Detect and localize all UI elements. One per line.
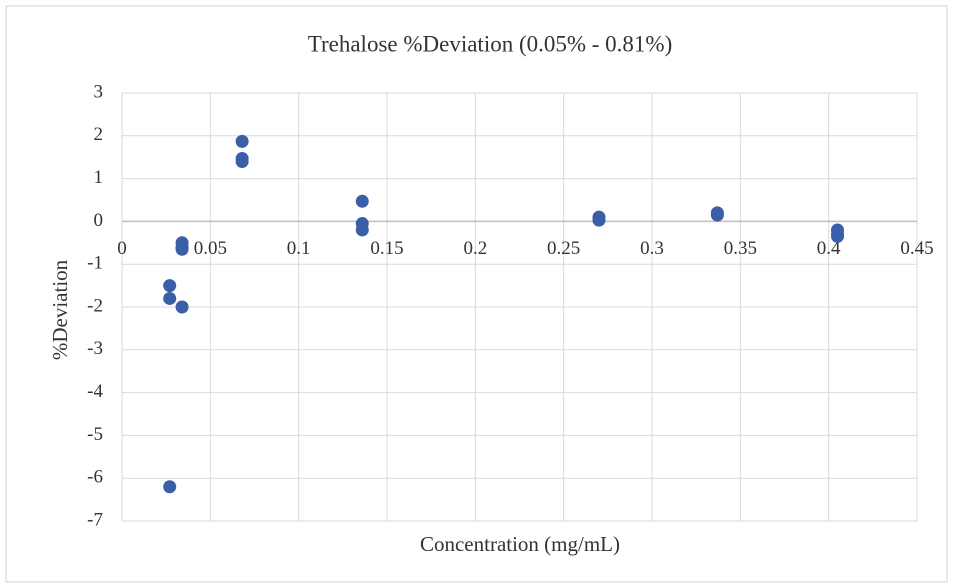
- point: [592, 213, 606, 227]
- point: [355, 194, 369, 208]
- point: [175, 242, 189, 256]
- y-tick-label: 2: [94, 124, 104, 145]
- y-tick-label: 1: [94, 167, 104, 188]
- point: [355, 223, 369, 237]
- x-tick-label: 0: [117, 238, 127, 259]
- x-tick-label: 0.45: [900, 238, 933, 259]
- point: [175, 300, 189, 314]
- y-tick-label: -5: [87, 424, 103, 445]
- point: [163, 480, 177, 494]
- x-tick-label: 0.25: [547, 238, 580, 259]
- y-axis-title: %Deviation: [48, 259, 72, 360]
- y-tick-label: -3: [87, 338, 103, 359]
- chart-border: [5, 5, 948, 583]
- y-tick-label: 3: [94, 81, 104, 102]
- x-tick-label: 0.35: [724, 238, 757, 259]
- y-tick-label: 0: [94, 210, 104, 231]
- point: [710, 208, 724, 222]
- y-tick-label: -4: [87, 381, 103, 402]
- x-tick-label: 0.15: [370, 238, 403, 259]
- chart-title: Trehalose %Deviation (0.05% - 0.81%): [308, 31, 673, 56]
- x-tick-label: 0.2: [463, 238, 487, 259]
- x-tick-label: 0.1: [287, 238, 311, 259]
- point: [235, 134, 249, 148]
- x-tick-label: 0.4: [817, 238, 841, 259]
- y-tick-label: -7: [87, 509, 103, 530]
- point: [831, 229, 844, 243]
- point: [235, 154, 249, 168]
- point: [163, 291, 177, 305]
- x-axis-title: Concentration (mg/mL): [420, 532, 620, 556]
- x-tick-label: 0.05: [194, 238, 227, 259]
- y-tick-label: -1: [87, 253, 103, 274]
- y-tick-label: -6: [87, 467, 103, 488]
- point: [163, 279, 177, 293]
- x-tick-label: 0.3: [640, 238, 664, 259]
- y-tick-label: -2: [87, 295, 103, 316]
